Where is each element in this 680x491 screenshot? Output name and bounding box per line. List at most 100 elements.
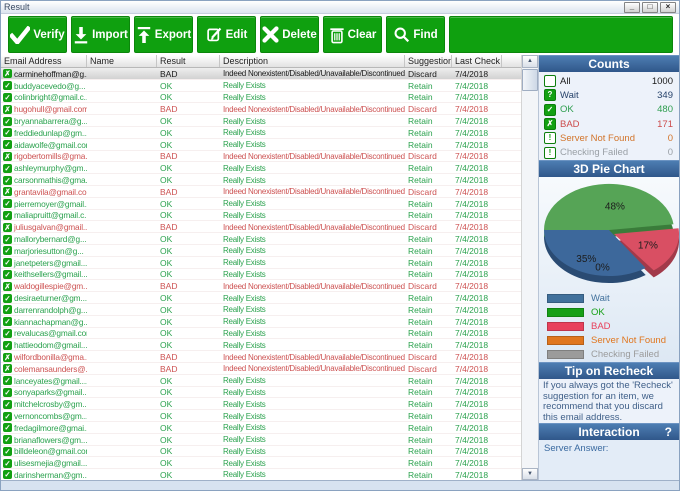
help-icon[interactable]: ? <box>664 425 672 439</box>
table-row[interactable]: ✗ hugohull@gmail.com BAD Indeed Nonexistent… <box>1 103 521 115</box>
table-row[interactable]: ✓ kiannachapman@g... OK Really Exists Retain… <box>1 316 521 328</box>
clear-button[interactable]: Clear <box>323 16 382 53</box>
table-row[interactable]: ✓ revalucas@gmail.com OK Really Exists Retai… <box>1 328 521 340</box>
table-row[interactable]: ✓ ashleymurphy@gm... OK Really Exists Retain… <box>1 162 521 174</box>
table-row[interactable]: ✓ keithsellers@gmail.... OK Really Exists Re… <box>1 269 521 281</box>
pie-chart-header: 3D Pie Chart <box>539 160 679 177</box>
table-row[interactable]: ✓ fredagilmore@gmai... OK Really Exists Reta… <box>1 422 521 434</box>
vertical-scrollbar[interactable]: ▲ ▼ <box>521 55 538 480</box>
table-row[interactable]: ✗ waldogillespie@gm... BAD Indeed Nonexiste… <box>1 280 521 292</box>
close-button[interactable]: × <box>660 1 676 13</box>
result-cell: OK <box>160 269 173 280</box>
table-row[interactable]: ✓ carsonmathis@gma... OK Really Exists Retai… <box>1 174 521 186</box>
ok-check-icon: ✓ <box>3 458 12 468</box>
table-row[interactable]: ✗ wilfordbonilla@gma... BAD Indeed Nonexist… <box>1 351 521 363</box>
table-row[interactable]: ✓ bryannabarrera@g... OK Really Exists Retai… <box>1 115 521 127</box>
table-row[interactable]: ✓ brianaflowers@gm... OK Really Exists Retai… <box>1 434 521 446</box>
column-header-description[interactable]: Description <box>220 55 405 67</box>
scrollbar-thumb[interactable] <box>522 69 538 91</box>
legend-label: Wait <box>591 293 610 305</box>
table-row[interactable]: ✗ rigobertomills@gma... BAD Indeed Nonexist… <box>1 151 521 163</box>
column-header-result[interactable]: Result <box>157 55 220 67</box>
description-cell: Indeed Nonexistent/Disabled/Unavailable/… <box>223 69 405 79</box>
table-row[interactable]: ✓ darinsherman@gm... OK Really Exists Retain… <box>1 469 521 480</box>
description-cell: Really Exists <box>223 258 266 268</box>
suggestion-cell: Retain <box>408 387 433 398</box>
column-header-name[interactable]: Name <box>87 55 157 67</box>
table-row[interactable]: ✓ marjoriesutton@g... OK Really Exists Retai… <box>1 245 521 257</box>
email-cell: ✓ janetpeters@gmail... <box>3 257 87 268</box>
suggestion-cell: Discard <box>408 363 437 374</box>
suggestion-cell: Retain <box>408 304 433 315</box>
last-check-cell: 7/4/2018 <box>455 293 489 304</box>
count-label: Checking Failed <box>560 147 629 159</box>
suggestion-cell: Discard <box>408 222 437 233</box>
pie-chart: 48% 17% 0%35% <box>543 183 679 284</box>
description-cell: Indeed Nonexistent/Disabled/Unavailable/… <box>223 352 405 362</box>
wait-icon: ? <box>544 89 556 102</box>
table-row[interactable]: ✓ sonyaparks@gmail.... OK Really Exists Reta… <box>1 387 521 399</box>
verify-button[interactable]: Verify <box>8 16 67 53</box>
table-row[interactable]: ✗ juliusgalvan@gmail... BAD Indeed Nonexist… <box>1 221 521 233</box>
table-row[interactable]: ✓ desiraeturner@gm... OK Really Exists Retai… <box>1 292 521 304</box>
table-row[interactable]: ✗ colemansaunders@... BAD Indeed Nonexisten… <box>1 363 521 375</box>
last-check-cell: 7/4/2018 <box>455 186 489 197</box>
result-cell: OK <box>160 458 173 469</box>
delete-button[interactable]: Delete <box>260 16 319 53</box>
email-cell: ✓ mallorybernard@g... <box>3 234 87 245</box>
import-button[interactable]: Import <box>71 16 130 53</box>
result-cell: OK <box>160 340 173 351</box>
table-row[interactable]: ✓ mallorybernard@g... OK Really Exists Retai… <box>1 233 521 245</box>
ok-check-icon: ✓ <box>3 317 12 327</box>
export-button[interactable]: Export <box>134 16 193 53</box>
table-row[interactable]: ✓ janetpeters@gmail... OK Really Exists Reta… <box>1 257 521 269</box>
table-row[interactable]: ✓ hattieodom@gmail.... OK Really Exists Reta… <box>1 339 521 351</box>
last-check-cell: 7/4/2018 <box>455 80 489 91</box>
suggestion-cell: Retain <box>408 163 433 174</box>
table-row[interactable]: ✓ lanceyates@gmail.... OK Really Exists Reta… <box>1 375 521 387</box>
last-check-cell: 7/4/2018 <box>455 269 489 280</box>
table-row[interactable]: ✓ aidawolfe@gmail.com OK Really Exists Retai… <box>1 139 521 151</box>
table-row[interactable]: ✓ darrenrandolph@g... OK Really Exists Retai… <box>1 304 521 316</box>
table-row[interactable]: ✓ billdeleon@gmail.com OK Really Exists Reta… <box>1 446 521 458</box>
table-row[interactable]: ✓ pierremoyer@gmail... OK Really Exists Reta… <box>1 198 521 210</box>
table-row[interactable]: ✓ mitchelcrosby@gm... OK Really Exists Retai… <box>1 398 521 410</box>
suggestion-cell: Retain <box>408 411 433 421</box>
column-header-email-address[interactable]: Email Address <box>1 55 87 67</box>
column-header-last-check[interactable]: Last Check <box>452 55 502 67</box>
table-row[interactable]: ✓ colinbright@gmail.c... OK Really Exists Re… <box>1 92 521 104</box>
find-button[interactable]: Find <box>386 16 445 53</box>
maximize-button[interactable]: □ <box>642 1 658 13</box>
window-title: Result <box>4 2 30 12</box>
table-row[interactable]: ✓ freddiedunlap@gm... OK Really Exists Retai… <box>1 127 521 139</box>
count-item: ? Wait 349 <box>544 88 673 102</box>
last-check-cell: 7/4/2018 <box>455 387 489 398</box>
scroll-up-button[interactable]: ▲ <box>522 55 538 68</box>
result-cell: OK <box>160 399 173 410</box>
description-cell: Really Exists <box>223 446 266 456</box>
table-row[interactable]: ✓ maliapruitt@gmail.c... OK Really Exists Re… <box>1 210 521 222</box>
edit-button[interactable]: Edit <box>197 16 256 53</box>
result-cell: OK <box>160 163 173 174</box>
suggestion-cell: Retain <box>408 127 433 138</box>
minimize-button[interactable]: _ <box>624 1 640 13</box>
last-check-cell: 7/4/2018 <box>455 163 489 174</box>
table-row[interactable]: ✗ carminehoffman@g... BAD Indeed Nonexisten… <box>1 68 521 80</box>
suggestion-cell: Retain <box>408 422 433 433</box>
result-cell: OK <box>160 293 173 304</box>
pie-slice-label: 35% <box>576 254 596 265</box>
table-row[interactable]: ✓ vernoncombs@gm... OK Really Exists Retain 7… <box>1 410 521 422</box>
description-cell: Really Exists <box>223 175 266 185</box>
email-cell: ✗ hugohull@gmail.com <box>3 104 87 115</box>
column-header-suggestion[interactable]: Suggestion <box>405 55 452 67</box>
legend-item: BAD <box>547 320 679 334</box>
ok-check-icon: ✓ <box>3 116 12 126</box>
suggestion-cell: Retain <box>408 458 433 469</box>
pie-chart-panel: 48% 17% 0% 35% Wait OK BAD Server Not Found Che… <box>539 177 679 362</box>
table-row[interactable]: ✗ grantavila@gmail.com BAD Indeed Nonexiste… <box>1 186 521 198</box>
table-row[interactable]: ✓ ulisesmejia@gmail.... OK Really Exists Ret… <box>1 457 521 469</box>
email-cell: ✗ rigobertomills@gma... <box>3 151 87 162</box>
description-cell: Indeed Nonexistent/Disabled/Unavailable/… <box>223 222 405 232</box>
scroll-down-button[interactable]: ▼ <box>522 468 538 480</box>
table-row[interactable]: ✓ buddyacevedo@g... OK Really Exists Retain 7… <box>1 80 521 92</box>
